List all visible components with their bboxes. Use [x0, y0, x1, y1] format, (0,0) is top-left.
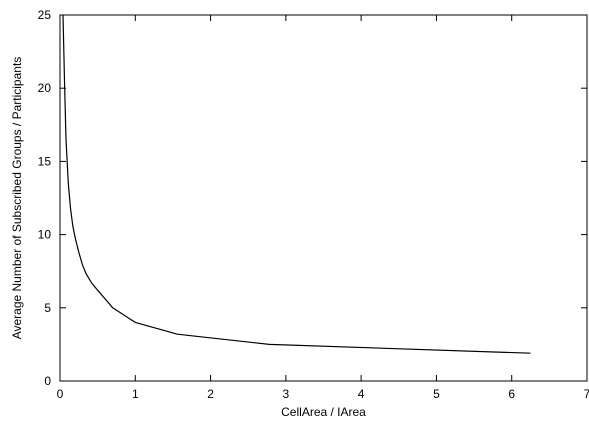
y-axis: 0 5 10 15 20 25 — [38, 8, 587, 388]
y-tick-label: 25 — [38, 8, 52, 22]
x-tick-label: 3 — [283, 387, 290, 401]
x-tick-label: 2 — [207, 387, 214, 401]
x-tick-label: 1 — [132, 387, 139, 401]
y-tick-label: 20 — [38, 81, 52, 95]
y-tick-label: 15 — [38, 154, 52, 168]
x-tick-label: 4 — [358, 387, 365, 401]
y-tick-label: 10 — [38, 228, 52, 242]
x-axis-label: CellArea / IArea — [281, 405, 366, 419]
x-tick-label: 7 — [584, 387, 589, 401]
y-axis-label: Average Number of Subscribed Groups / Pa… — [10, 57, 24, 340]
plot-frame — [59, 14, 588, 382]
series-line — [62, 14, 531, 354]
y-tick-label: 0 — [44, 374, 51, 388]
y-tick-label: 5 — [44, 301, 51, 315]
x-tick-label: 6 — [508, 387, 515, 401]
series-layer — [62, 14, 531, 354]
x-tick-label: 0 — [57, 387, 64, 401]
x-tick-label: 5 — [433, 387, 440, 401]
x-axis: 0 1 2 3 4 5 6 7 — [57, 15, 589, 401]
